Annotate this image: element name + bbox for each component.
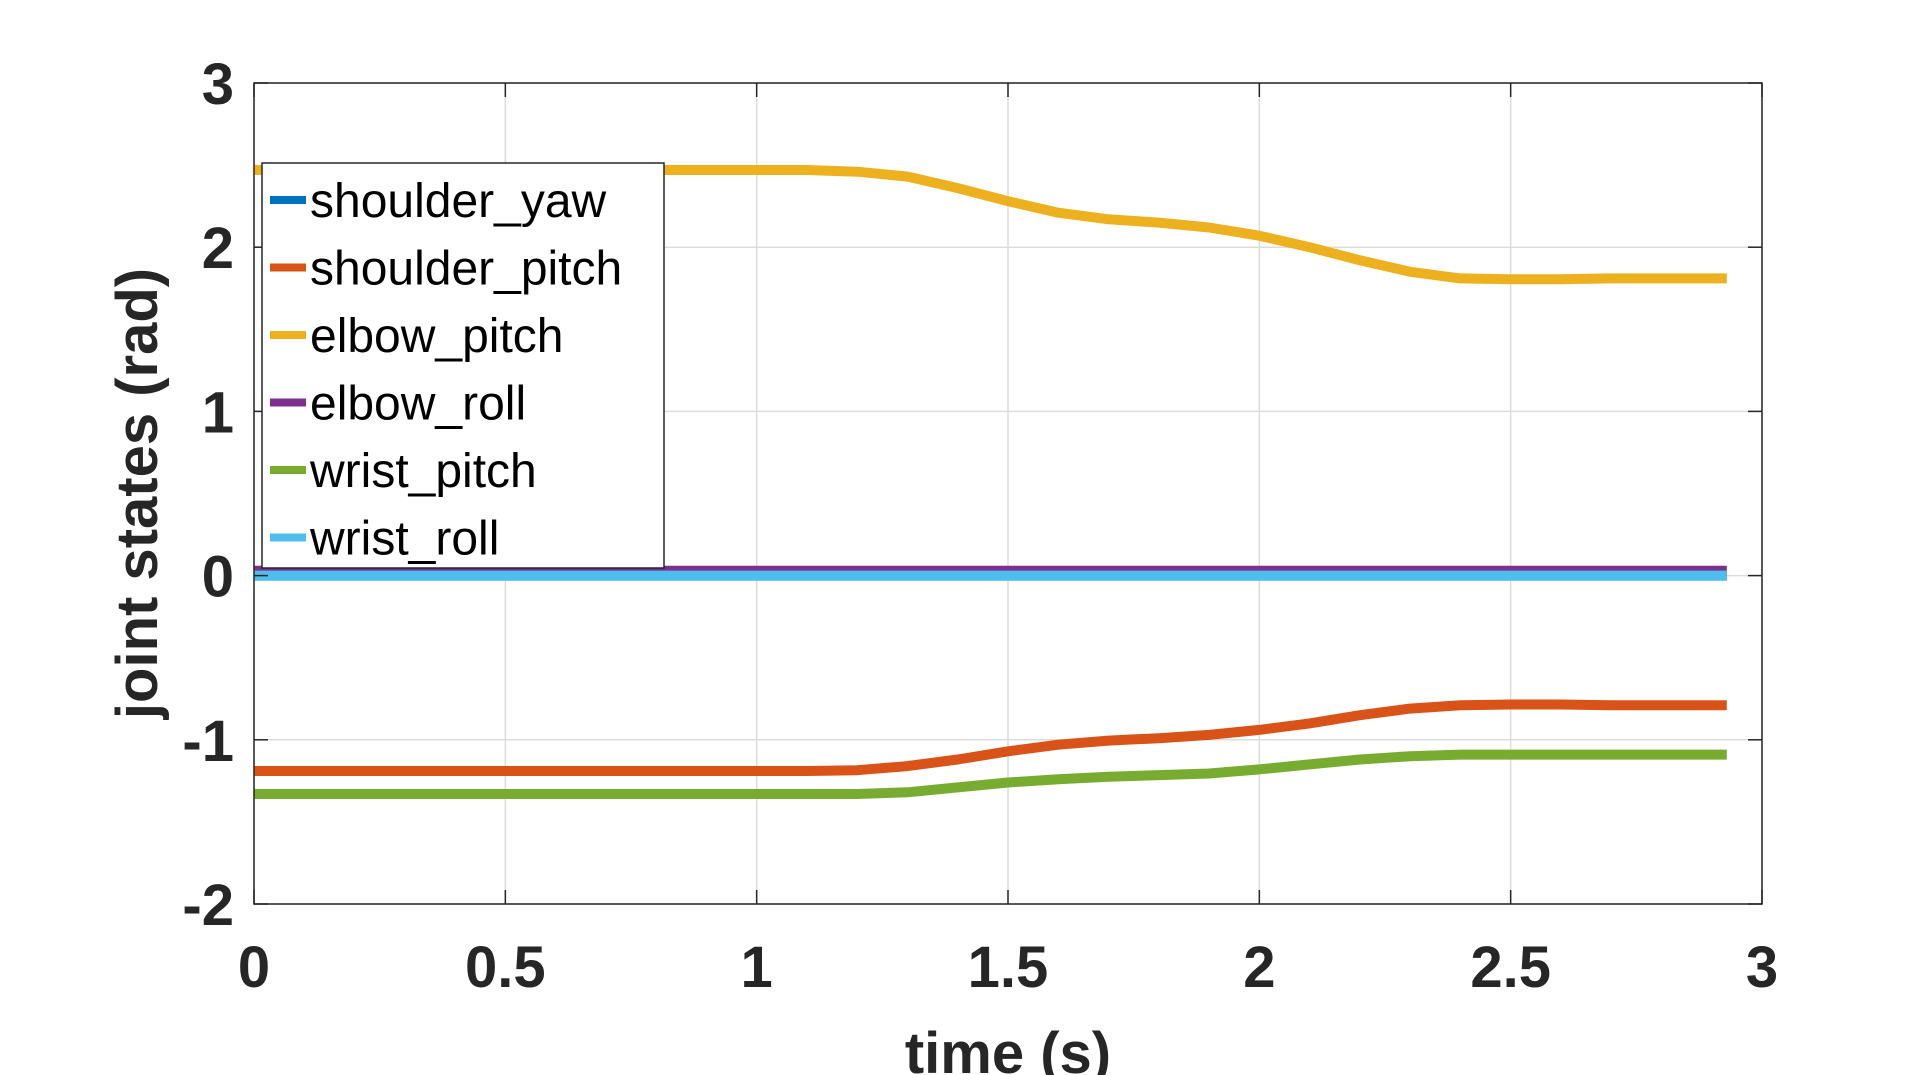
y-tick-label: -2 bbox=[182, 873, 234, 938]
series-layer bbox=[254, 165, 1727, 799]
y-tick-label: 2 bbox=[202, 216, 234, 281]
y-axis-label: joint states (rad) bbox=[105, 268, 170, 720]
x-tick-label: 3 bbox=[1746, 935, 1778, 1000]
legend-entry: shoulder_yaw bbox=[310, 175, 607, 228]
legend: shoulder_yaw shoulder_pitch elbow_pitchelb… bbox=[261, 162, 665, 569]
x-tick-label: 1.5 bbox=[968, 935, 1049, 1000]
x-tick-label: 2 bbox=[1243, 935, 1275, 1000]
x-tick-label: 2.5 bbox=[1470, 935, 1551, 1000]
legend-entry: shoulder_pitch bbox=[310, 243, 622, 296]
y-tick-label: 1 bbox=[202, 380, 234, 445]
legend-entry: wrist_pitch bbox=[309, 445, 537, 498]
y-tick-label: 0 bbox=[202, 545, 234, 610]
y-tick-label: -1 bbox=[182, 709, 234, 774]
legend-entry: elbow_roll bbox=[310, 378, 526, 431]
x-tick-label: 1 bbox=[741, 935, 773, 1000]
series-line-shoulder-pitch bbox=[254, 699, 1727, 776]
legend-entry: elbow_pitch bbox=[310, 310, 564, 363]
series-line-elbow-pitch bbox=[254, 165, 1727, 285]
tick-labels: 0 0.5 1 1.5 2 2.5 3 -2 -1 0 1 2 3 bbox=[182, 52, 1778, 1000]
x-tick-label: 0 bbox=[238, 935, 270, 1000]
x-axis-label: time (s) bbox=[905, 1021, 1111, 1075]
series-line-wrist-pitch bbox=[254, 749, 1727, 799]
x-tick-label: 0.5 bbox=[465, 935, 546, 1000]
legend-entry: wrist_roll bbox=[309, 513, 499, 566]
y-tick-label: 3 bbox=[202, 52, 234, 117]
legend-box bbox=[261, 162, 665, 569]
axis-ticks bbox=[253, 82, 1763, 905]
